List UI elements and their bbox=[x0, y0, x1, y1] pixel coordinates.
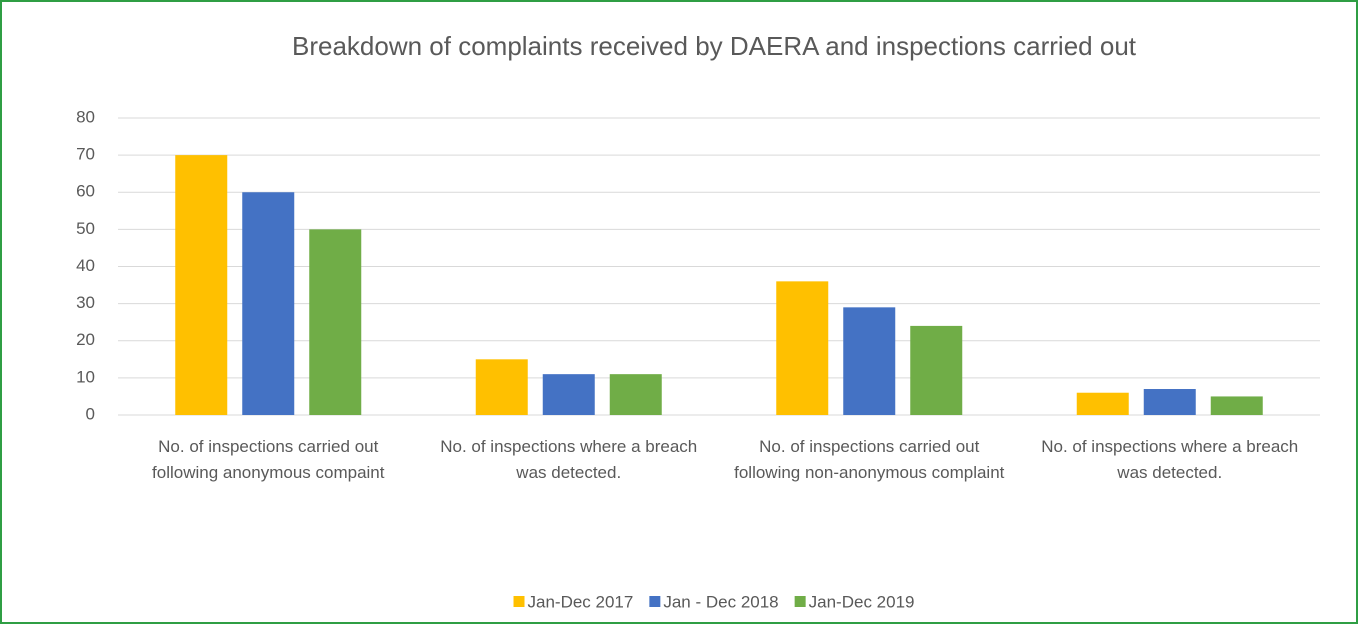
y-tick-label: 10 bbox=[76, 367, 95, 386]
legend-label: Jan - Dec 2018 bbox=[663, 592, 778, 611]
y-tick-label: 20 bbox=[76, 330, 95, 349]
legend-swatch bbox=[649, 596, 661, 607]
chart-title: Breakdown of complaints received by DAER… bbox=[292, 31, 1137, 61]
bar bbox=[542, 374, 595, 415]
y-tick-label: 60 bbox=[76, 182, 95, 201]
bar bbox=[843, 307, 896, 415]
x-tick-label: No. of inspections carried out following… bbox=[734, 437, 1005, 482]
bar bbox=[1143, 389, 1196, 415]
y-tick-label: 80 bbox=[76, 107, 95, 126]
y-tick-label: 30 bbox=[76, 293, 95, 312]
y-tick-label: 0 bbox=[86, 404, 95, 423]
bar bbox=[475, 359, 528, 415]
y-tick-label: 40 bbox=[76, 256, 95, 275]
legend-label: Jan-Dec 2017 bbox=[528, 592, 634, 611]
y-tick-label: 50 bbox=[76, 219, 95, 238]
bar bbox=[609, 374, 662, 415]
legend-label: Jan-Dec 2019 bbox=[809, 592, 915, 611]
bar bbox=[1076, 392, 1129, 415]
bar bbox=[175, 155, 228, 415]
x-tick-label: No. of inspections where a breach was de… bbox=[1041, 437, 1299, 482]
bar bbox=[1210, 396, 1263, 415]
bar bbox=[309, 229, 362, 415]
legend-swatch bbox=[794, 596, 806, 607]
bar bbox=[242, 192, 295, 415]
legend-swatch bbox=[513, 596, 525, 607]
x-tick-label: No. of inspections carried out following… bbox=[152, 437, 385, 482]
bar bbox=[910, 325, 963, 415]
x-tick-label: No. of inspections where a breach was de… bbox=[440, 437, 698, 482]
bar bbox=[776, 281, 829, 415]
y-tick-label: 70 bbox=[76, 145, 95, 164]
